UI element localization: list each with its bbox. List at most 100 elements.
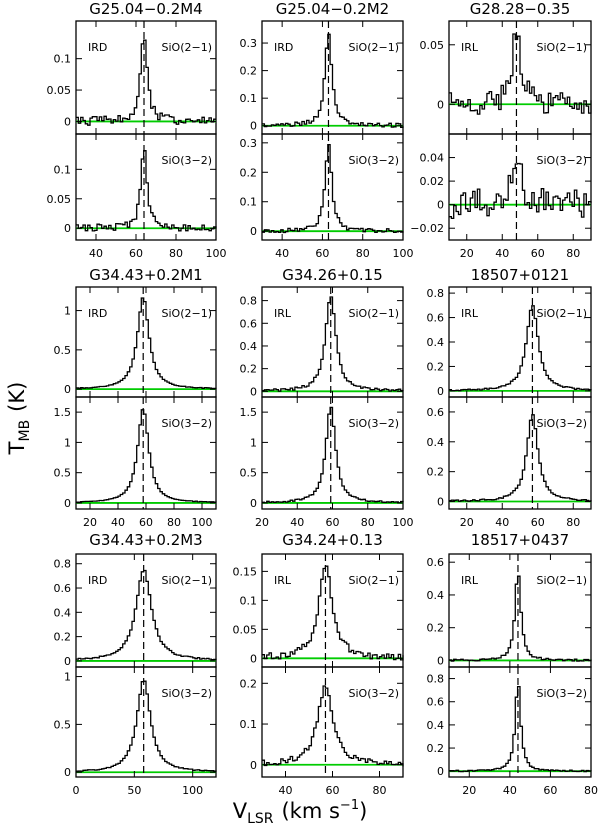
x-tick-label: 100 xyxy=(192,516,213,529)
y-tick-label: 0.6 xyxy=(427,406,445,419)
y-tick-label: 0.2 xyxy=(240,677,258,690)
x-tick-label: 80 xyxy=(566,247,580,260)
spectrum-panel: 0 0.05 0.1 IRD SiO(2−1) xyxy=(47,20,217,135)
y-tick-label: 0 xyxy=(64,655,71,668)
x-tick-label: 40 xyxy=(495,516,509,529)
y-tick-label: 1.5 xyxy=(54,406,72,419)
y-tick-label: 0.1 xyxy=(240,594,258,607)
x-axis-label-unit: (km s xyxy=(281,799,339,823)
y-tick-label: 0 xyxy=(250,759,257,772)
x-tick-label: 60 xyxy=(326,516,340,529)
spectrum-trace xyxy=(76,569,217,661)
y-tick-label: 0 xyxy=(437,765,444,778)
x-tick-label: 80 xyxy=(361,516,375,529)
y-tick-label: 0.6 xyxy=(427,696,445,709)
y-tick-label: 0.05 xyxy=(47,84,72,97)
x-tick-label: 60 xyxy=(129,247,143,260)
spectrum-panel: 0 0.2 0.4 0.6 0.8 IRD SiO(2−1) xyxy=(54,553,217,668)
y-tick-label: 0.1 xyxy=(54,163,72,176)
y-tick-label: 0 xyxy=(437,654,444,667)
y-tick-label: 0.2 xyxy=(427,466,445,479)
spectrum-trace xyxy=(262,406,404,504)
panel-frame xyxy=(448,286,592,398)
source-title: G34.26+0.15 xyxy=(282,266,383,284)
y-tick-label: 0.4 xyxy=(427,336,445,349)
transition-label: SiO(3−2) xyxy=(349,154,400,167)
y-tick-label: 0.6 xyxy=(427,556,445,569)
y-axis-label: TMB (K) xyxy=(5,382,33,456)
ir-class-label: IRL xyxy=(461,307,479,320)
y-tick-label: 0 xyxy=(250,497,257,510)
ir-class-label: IRL xyxy=(461,574,479,587)
x-tick-label: 20 xyxy=(460,247,474,260)
source-title: 18517+0437 xyxy=(471,531,569,549)
spectrum-trace xyxy=(262,685,404,767)
y-tick-label: 0.5 xyxy=(54,718,72,731)
source-title: G34.43+0.2M3 xyxy=(89,531,202,549)
spectrum-trace xyxy=(76,297,217,390)
x-tick-label: 60 xyxy=(315,247,329,260)
x-tick-label: 100 xyxy=(393,516,414,529)
transition-label: SiO(2−1) xyxy=(349,307,400,320)
x-tick-label: 20 xyxy=(255,516,269,529)
y-tick-label: 0.15 xyxy=(233,565,258,578)
ir-class-label: IRD xyxy=(88,41,107,54)
source-title: G28.28−0.35 xyxy=(470,0,571,18)
spectrum-trace xyxy=(449,575,592,662)
x-tick-label: 80 xyxy=(167,516,181,529)
y-tick-label: 0.6 xyxy=(427,312,445,325)
y-tick-label: 0 xyxy=(250,225,257,238)
y-tick-label: 0.1 xyxy=(240,718,258,731)
y-tick-label: 0 xyxy=(437,98,444,111)
y-tick-label: 0.04 xyxy=(420,152,445,165)
spectrum-trace xyxy=(262,33,404,128)
y-tick-label: 1 xyxy=(64,671,71,684)
y-tick-label: 0.5 xyxy=(240,467,258,480)
transition-label: SiO(3−2) xyxy=(537,687,588,700)
y-tick-label: 0 xyxy=(64,497,71,510)
transition-label: SiO(3−2) xyxy=(349,687,400,700)
spectrum-panel: 0 0.5 1 IRD SiO(2−1) xyxy=(54,286,217,398)
transition-label: SiO(2−1) xyxy=(162,41,213,54)
x-axis-label: VLSR (km s−1) xyxy=(233,798,368,827)
x-tick-label: 80 xyxy=(356,247,370,260)
y-tick-label: 0.2 xyxy=(427,622,445,635)
transition-label: SiO(2−1) xyxy=(537,307,588,320)
spectrum-trace xyxy=(262,565,404,661)
source-title: G34.24+0.13 xyxy=(282,531,383,549)
ir-class-label: IRL xyxy=(274,574,292,587)
x-tick-label: 40 xyxy=(89,247,103,260)
y-tick-label: −0.02 xyxy=(410,222,444,235)
y-tick-label: 1 xyxy=(250,436,257,449)
spectrum-trace xyxy=(76,409,217,503)
transition-label: SiO(3−2) xyxy=(162,687,213,700)
x-axis-label-exponent: −1 xyxy=(340,798,359,813)
spectrum-panel: 0 0.05 0.1 SiO(3−2) xyxy=(47,133,217,241)
x-tick-label: 40 xyxy=(495,247,509,260)
spectrum-panel: 0 0.5 1 1.5 SiO(3−2) xyxy=(240,396,404,510)
ir-class-label: IRD xyxy=(274,41,293,54)
source-4: G34.43+0.2M1 0 0.5 1 IRD SiO(2−1) 0 0.5 1 1.5 SiO(… xyxy=(54,266,217,529)
y-tick-label: 0.2 xyxy=(240,65,258,78)
spectrum-panel: 0 0.2 0.4 0.6 0.8 IRL SiO(2−1) xyxy=(427,286,592,398)
y-tick-label: 0.8 xyxy=(240,295,258,308)
y-tick-label: 0.4 xyxy=(427,589,445,602)
spectrum-panel: 0 0.1 0.2 SiO(3−2) xyxy=(240,666,404,778)
x-axis-label-close: ) xyxy=(359,799,367,823)
x-tick-label: 60 xyxy=(326,784,340,797)
y-tick-label: 0.8 xyxy=(54,558,72,571)
x-axis-label-main: V xyxy=(233,799,248,823)
source-2: G25.04−0.2M2 0 0.1 0.2 0.3 IRD SiO(2−1) 0 0.1 0.2… xyxy=(240,0,414,260)
y-tick-label: 0.4 xyxy=(54,606,72,619)
y-tick-label: 0 xyxy=(64,766,71,779)
spectrum-panel: 0 0.2 0.4 0.6 IRL SiO(2−1) xyxy=(427,553,592,668)
x-tick-label: 40 xyxy=(503,784,517,797)
x-tick-label: 40 xyxy=(290,516,304,529)
transition-label: SiO(3−2) xyxy=(162,417,213,430)
y-tick-label: 1 xyxy=(64,436,71,449)
spectrum-panel: 0 0.2 0.4 0.6 SiO(3−2) xyxy=(427,396,592,510)
source-title: G25.04−0.2M4 xyxy=(89,0,202,18)
y-tick-label: 0.1 xyxy=(240,196,258,209)
spectrum-panel: 0 0.1 0.2 0.3 SiO(3−2) xyxy=(240,133,404,241)
